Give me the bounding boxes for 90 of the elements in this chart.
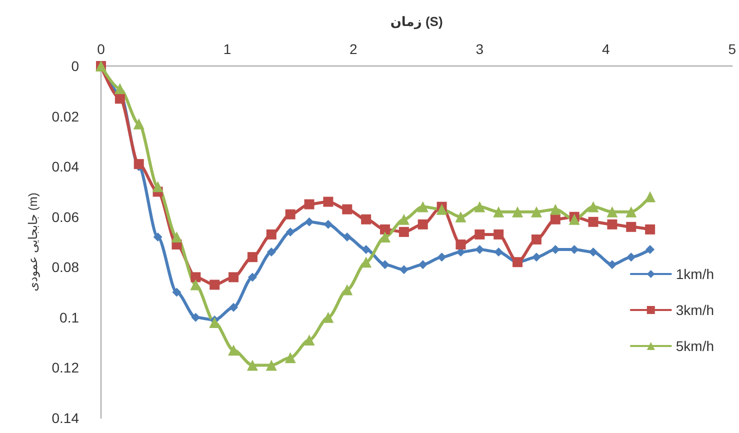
y-tick-label: 0.1: [60, 309, 80, 326]
point: [114, 94, 125, 104]
point: [246, 360, 258, 371]
legend-label: 1km/h: [676, 266, 714, 282]
point: [568, 214, 580, 225]
point: [455, 211, 466, 222]
point: [531, 234, 542, 244]
x-tick-label: 2: [350, 41, 358, 57]
x-tick-label: 1: [223, 41, 232, 57]
point: [284, 352, 296, 364]
point: [380, 224, 390, 234]
point: [645, 224, 656, 234]
point: [418, 260, 428, 270]
point: [606, 206, 618, 218]
point: [417, 201, 428, 212]
point: [248, 272, 257, 282]
point: [190, 272, 201, 282]
point: [494, 248, 504, 257]
point: [171, 231, 182, 242]
y-tick-label: 0.08: [52, 259, 80, 276]
point: [588, 201, 599, 212]
point: [210, 280, 220, 290]
point: [342, 204, 352, 214]
point: [436, 204, 448, 215]
y-tick-label: 0.06: [52, 208, 80, 225]
point: [266, 360, 277, 371]
point: [532, 252, 541, 262]
point: [626, 206, 637, 218]
point: [285, 209, 296, 220]
point: [134, 159, 144, 170]
point: [304, 217, 314, 226]
point: [418, 219, 428, 230]
x-axis-title: زمان (S): [390, 14, 443, 30]
point: [114, 83, 126, 94]
legend-label: 3km/h: [676, 302, 714, 318]
point: [324, 220, 333, 229]
point: [437, 252, 446, 262]
point: [172, 288, 182, 297]
y-axis-title: جابجایی عمودی (m): [26, 192, 40, 292]
x-tick-label: 5: [728, 41, 736, 57]
point: [474, 229, 485, 240]
y-tick-label: 0: [71, 58, 80, 74]
point: [550, 214, 560, 224]
point: [380, 231, 390, 242]
point: [626, 222, 636, 232]
point: [247, 252, 258, 262]
point: [588, 216, 598, 227]
point: [304, 199, 314, 210]
point: [474, 201, 486, 212]
y-tick-label: 0.12: [52, 360, 80, 376]
point: [342, 232, 352, 242]
point: [380, 260, 390, 270]
point: [152, 181, 164, 192]
point: [646, 245, 655, 254]
point: [304, 334, 315, 346]
point: [322, 312, 334, 323]
point: [626, 252, 636, 262]
point: [362, 245, 371, 254]
point: [494, 229, 504, 240]
point: [398, 214, 410, 225]
point: [266, 229, 276, 240]
point: [607, 219, 618, 230]
x-tick-label: 4: [602, 41, 610, 57]
point: [644, 191, 656, 202]
point: [493, 206, 504, 218]
point: [608, 260, 617, 270]
point: [550, 204, 561, 215]
point: [229, 302, 238, 312]
x-tick-label: 0: [97, 41, 106, 57]
point: [153, 232, 162, 242]
point: [588, 248, 598, 257]
point: [266, 248, 276, 257]
x-tick-label: 3: [476, 41, 484, 57]
point: [475, 245, 484, 254]
y-tick-label: 0.14: [52, 410, 80, 426]
point: [228, 272, 239, 282]
point: [191, 312, 200, 322]
point: [133, 118, 144, 130]
point: [228, 344, 240, 356]
legend-label: 5km/h: [676, 338, 714, 354]
point: [512, 206, 524, 218]
point: [323, 196, 334, 207]
point: [286, 227, 295, 236]
point: [530, 206, 542, 218]
y-tick-label: 0.04: [52, 158, 80, 175]
point: [398, 226, 409, 237]
y-tick-label: 0.02: [52, 108, 80, 124]
point: [361, 214, 372, 224]
point: [456, 240, 466, 250]
point: [399, 265, 408, 274]
